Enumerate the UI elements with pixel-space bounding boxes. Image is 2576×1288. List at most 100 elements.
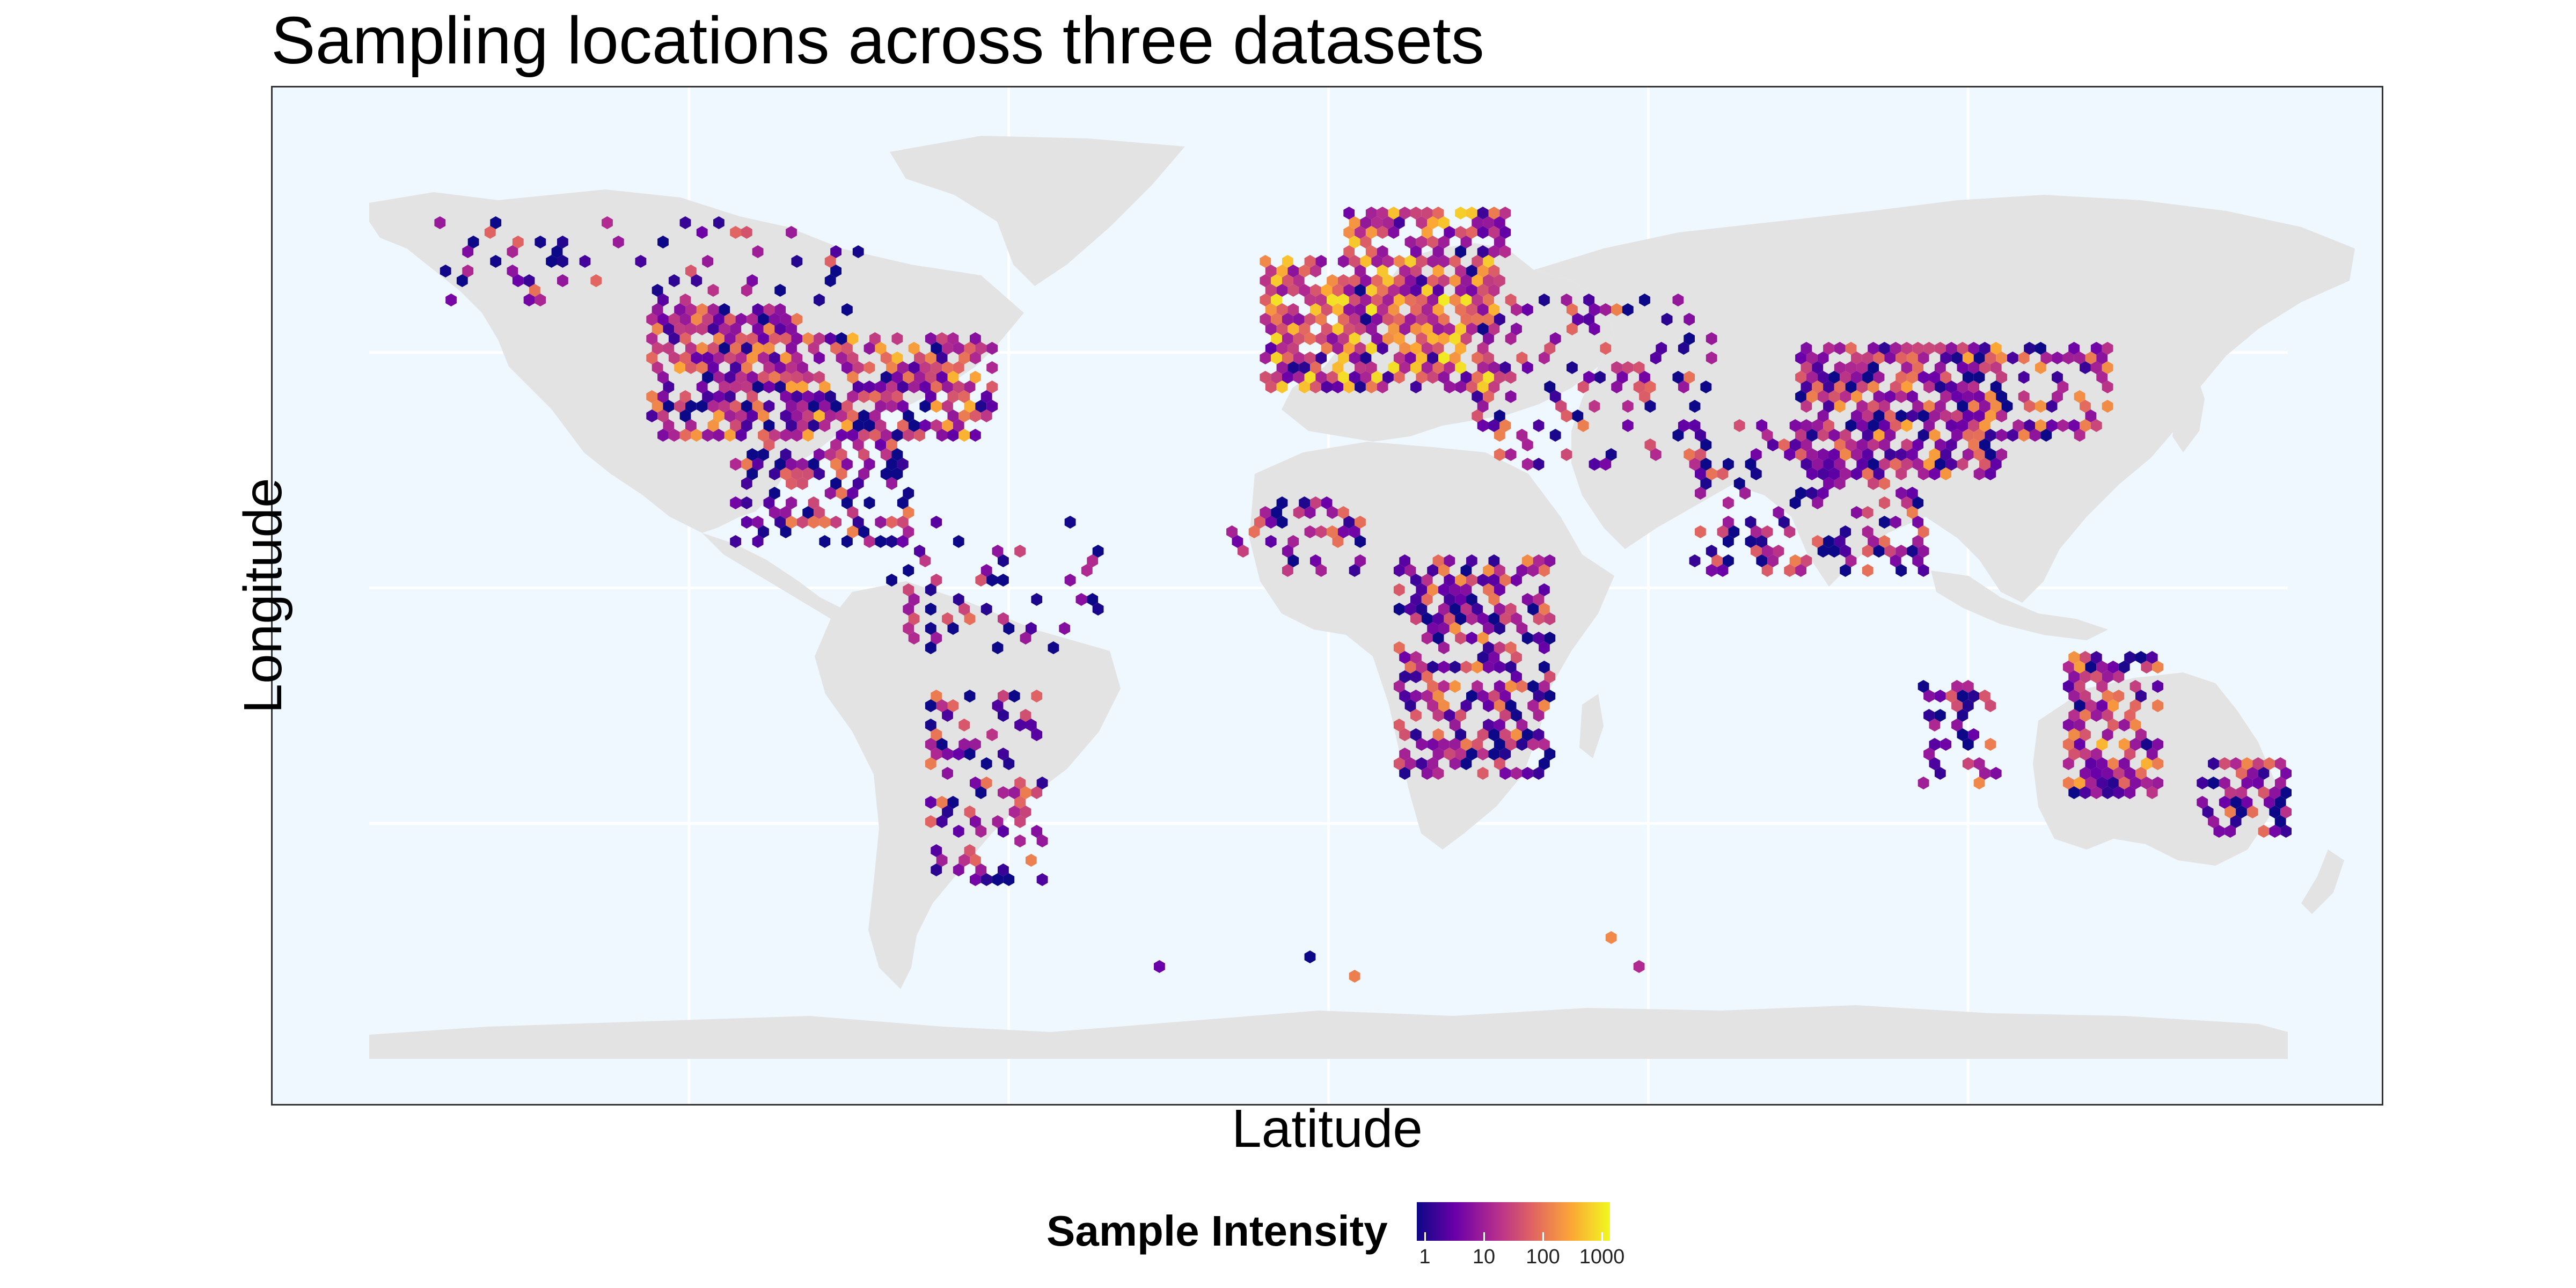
hexbin-cell	[763, 400, 775, 413]
hexbin-cell	[1276, 361, 1288, 374]
hexbin-cell	[936, 738, 948, 751]
hexbin-cell	[657, 409, 669, 422]
hexbin-cell	[1494, 216, 1505, 229]
hexbin-cell	[1388, 323, 1400, 335]
hexbin-cell	[646, 390, 658, 403]
hexbin-cell	[646, 352, 658, 364]
hexbin-cell	[936, 796, 948, 809]
hexbin-cell	[897, 380, 909, 393]
hexbin-cell	[1923, 690, 1935, 702]
hexbin-cell	[1410, 651, 1422, 664]
hexbin-cell	[1337, 313, 1349, 326]
hexbin-cell	[1840, 545, 1851, 558]
hexbin-cell	[953, 419, 964, 432]
hexbin-cell	[931, 380, 942, 393]
hexbin-cell	[2052, 352, 2063, 364]
hexbin-cell	[875, 516, 887, 529]
hexbin-cell	[1421, 361, 1433, 374]
hexbin-cell	[546, 255, 557, 268]
hexbin-cell	[1868, 535, 1879, 548]
hexbin-cell	[2024, 342, 2035, 355]
hexbin-cell	[1505, 641, 1517, 654]
hexbin-cell	[1873, 545, 1885, 558]
hexbin-cell	[763, 303, 775, 316]
hexbin-cell	[752, 323, 764, 335]
hexbin-cell	[1287, 342, 1299, 355]
hexbin-cell	[1923, 419, 1935, 432]
hexbin-cell	[1427, 661, 1438, 674]
hexbin-cell	[1472, 390, 1483, 403]
hexbin-cell	[1539, 699, 1550, 712]
hexbin-cell	[752, 303, 764, 316]
hexbin-cell	[980, 564, 992, 577]
hexbin-cell	[1421, 612, 1433, 625]
hexbin-cell	[1260, 506, 1271, 519]
hexbin-cell	[1427, 757, 1438, 770]
hexbin-cell	[741, 419, 752, 432]
hexbin-cell	[852, 477, 864, 490]
hexbin-cell	[707, 284, 719, 297]
legend-colorbar	[1417, 1202, 1610, 1241]
hexbin-cell	[1321, 496, 1333, 509]
hexbin-cell	[836, 332, 847, 345]
hexbin-cell	[791, 409, 803, 422]
hexbin-cell	[1355, 516, 1366, 529]
legend-tick-label: 1	[1419, 1246, 1431, 1268]
hexbin-cell	[2102, 342, 2113, 355]
hexbin-cell	[847, 525, 859, 538]
hexbin-cell	[2208, 815, 2219, 828]
hexbin-cell	[1064, 574, 1076, 587]
hexbin-cell	[1393, 719, 1405, 731]
hexbin-cell	[1851, 448, 1862, 461]
hexbin-cell	[1494, 757, 1505, 770]
hexbin-cell	[1968, 342, 1979, 355]
hexbin-cell	[1020, 632, 1031, 645]
hexbin-cell	[1650, 448, 1662, 461]
hexbin-cell	[2107, 757, 2119, 770]
hexbin-cell	[2113, 767, 2125, 780]
hexbin-cell	[1488, 207, 1500, 219]
hexbin-cell	[1934, 767, 1946, 780]
hexbin-cell	[1427, 738, 1438, 751]
hexbin-cell	[1282, 274, 1293, 287]
hexbin-cell	[1427, 332, 1438, 345]
hexbin-cell	[763, 323, 775, 335]
hexbin-cell	[484, 226, 496, 239]
hexbin-cell	[1717, 525, 1729, 538]
hexbin-cell	[1377, 207, 1388, 219]
hexbin-cell	[1321, 342, 1333, 355]
hexbin-cell	[1806, 390, 1818, 403]
hexbin-cell	[1064, 516, 1076, 529]
hexbin-cell	[1260, 352, 1271, 364]
hexbin-cell	[1684, 313, 1695, 326]
hexbin-cell	[1706, 467, 1717, 480]
hexbin-cell	[970, 873, 981, 886]
hexbin-cell	[986, 380, 998, 393]
hexbin-cell	[1432, 342, 1444, 355]
hexbin-cell	[685, 419, 697, 432]
hexbin-cell	[1460, 564, 1472, 577]
hexbin-cell	[1488, 380, 1500, 393]
hexbin-cell	[652, 342, 663, 355]
hexbin-cell	[1355, 226, 1366, 239]
hexbin-cell	[1561, 294, 1572, 306]
hexbin-cell	[1349, 332, 1360, 345]
hexbin-cell	[1483, 255, 1494, 268]
hexbin-cell	[1477, 245, 1489, 258]
hexbin-cell	[1912, 535, 1924, 548]
hexbin-cell	[2118, 719, 2130, 731]
hexbin-cell	[1276, 284, 1288, 297]
hexbin-cell	[1455, 342, 1466, 355]
hexbin-cell	[1265, 342, 1277, 355]
hexbin-cell	[1890, 380, 1901, 393]
hexbin-cell	[1962, 352, 1974, 364]
hexbin-cell	[2062, 352, 2074, 364]
hexbin-cell	[1957, 380, 1968, 393]
hexbin-cell	[1472, 294, 1483, 306]
hexbin-cell	[1014, 545, 1026, 558]
hexbin-cell	[841, 361, 853, 374]
hexbin-cell	[1856, 419, 1868, 432]
hexbin-cell	[1410, 323, 1422, 335]
hexbin-cell	[1404, 757, 1416, 770]
hexbin-cell	[1008, 806, 1020, 818]
